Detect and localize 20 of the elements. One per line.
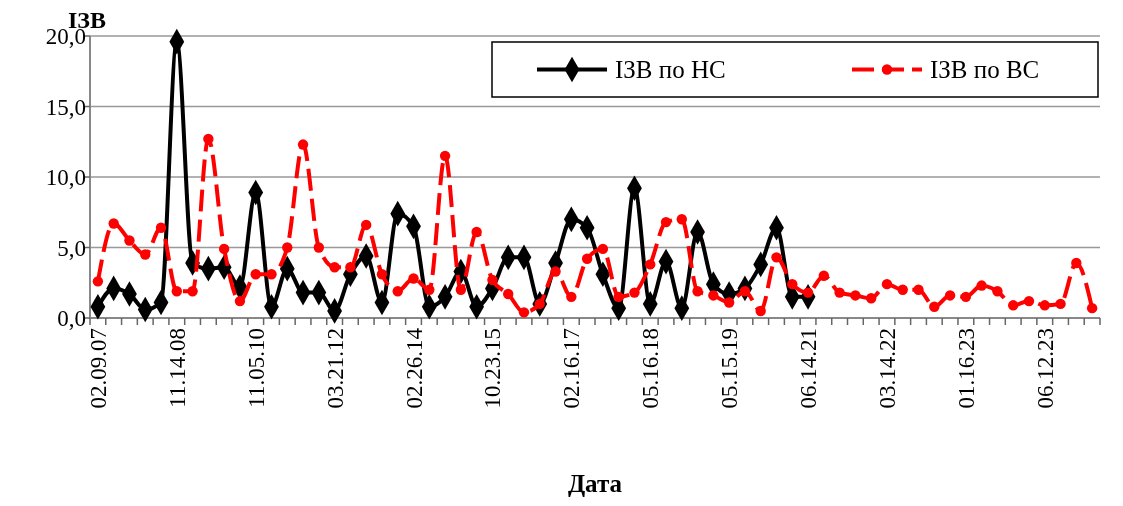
x-tick-label: 05.15.19	[717, 328, 743, 409]
legend-label: ІЗВ по ВС	[930, 56, 1040, 84]
y-tick-label: 10,0	[45, 165, 86, 191]
x-tick-label: 02.16.17	[559, 328, 585, 409]
x-tick-label: 11.14.08	[164, 328, 190, 408]
x-tick-label: 10.23.15	[480, 328, 506, 409]
x-tick-label: 06.14.21	[796, 328, 822, 409]
x-tick-label: 02.09.07	[85, 328, 111, 409]
y-tick-label: 0,0	[57, 306, 86, 332]
x-tick-label: 11.05.10	[243, 328, 269, 408]
x-tick-label: 01.16.23	[953, 328, 979, 409]
legend-label: ІЗВ по НС	[615, 56, 726, 84]
x-tick-label: 03.21.12	[322, 328, 348, 409]
y-tick-label: 5,0	[57, 235, 86, 261]
x-tick-label: 03.14.22	[875, 328, 900, 409]
x-tick-label: 02.26.14	[401, 327, 427, 409]
y-tick-label: 15,0	[45, 94, 86, 120]
x-axis-title: Дата	[567, 470, 623, 497]
x-tick-label: 06.12.23	[1032, 328, 1058, 409]
x-tick-label: 05.16.18	[638, 328, 664, 409]
